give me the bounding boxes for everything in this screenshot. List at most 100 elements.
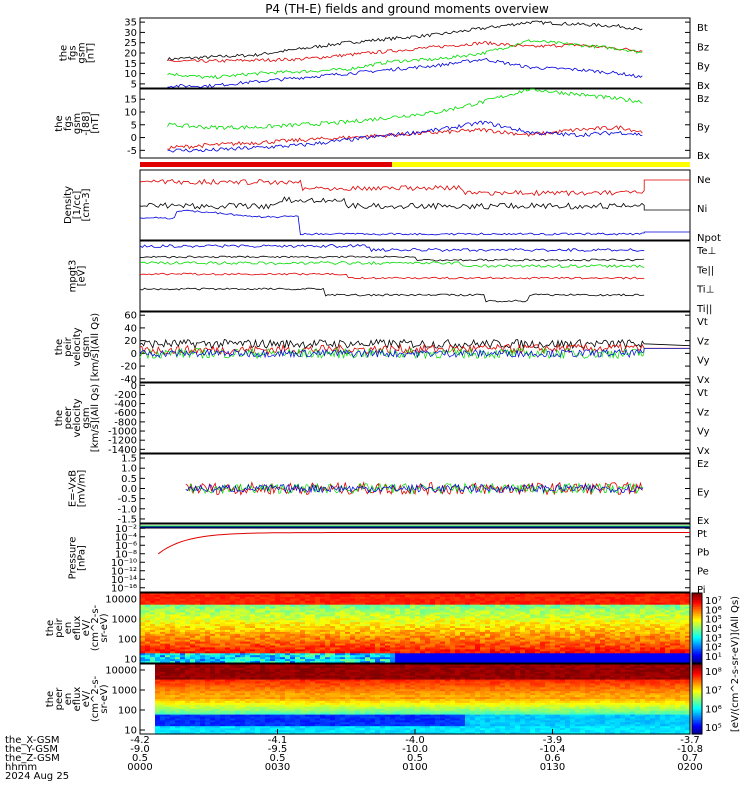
series-bz <box>167 40 643 64</box>
y-label: gsm <box>77 42 88 63</box>
colorbar-tick-label: 10¹ <box>705 652 722 663</box>
series-by <box>167 88 643 131</box>
y-tick-label: 100 <box>118 635 137 646</box>
y-tick-label: 10 <box>124 69 137 80</box>
y-label: [nPa] <box>77 545 88 571</box>
panels: thefgsgsm[nT]3530252015105BtBzByBxthefgs… <box>45 17 721 737</box>
legend-label: Ey <box>697 488 709 499</box>
y-label: gsm <box>81 336 92 357</box>
y-tick-label: 1000 <box>112 686 137 697</box>
y-tick-label: 10⁻¹⁴ <box>111 575 137 586</box>
y-tick-label: -1.5 <box>117 514 137 525</box>
legend-label: Bz <box>697 42 709 53</box>
y-tick-label: 35 <box>124 18 137 29</box>
y-label: the <box>59 45 70 61</box>
colorbar-tick-label: 10⁶ <box>705 605 722 616</box>
x-tick-label: -10.0 <box>402 744 428 755</box>
spectrogram-8 <box>139 592 691 664</box>
y-label: sr-eV) <box>99 613 110 642</box>
status-bar-yellow <box>392 162 690 167</box>
y-label: the <box>54 115 65 131</box>
legend-label: Bt <box>697 23 708 34</box>
x-tick-label: -3.7 <box>680 735 700 746</box>
y-label: [km/s](All Qs) <box>90 384 101 452</box>
legend-label: Vt <box>697 317 708 328</box>
x-row-label: the_Y-GSM <box>5 744 58 755</box>
y-tick-label: 10 <box>124 108 137 119</box>
series-bz <box>167 125 643 151</box>
panel-frame <box>139 240 691 312</box>
y-label: fgs <box>68 45 79 60</box>
temp-black <box>139 287 645 303</box>
y-label: fgs <box>63 116 74 131</box>
y-tick-label: 10⁻¹² <box>111 566 137 577</box>
plot-title: P4 (TH-E) fields and ground moments over… <box>265 2 549 16</box>
y-tick-label: 15 <box>124 95 137 106</box>
trace-blue <box>185 483 644 494</box>
legend-label: Pe <box>697 566 709 577</box>
series-vz <box>139 342 690 356</box>
legend-label: Vz <box>697 336 709 347</box>
y-label: peir <box>54 617 65 637</box>
y-tick-label: 25 <box>124 38 137 49</box>
legend-label: Vy <box>697 427 710 438</box>
panel-2: Density[1/cc][cm-3] Ne Ni Npot <box>63 169 721 244</box>
series-bt <box>167 20 643 62</box>
y-label: [mV/m] <box>77 470 88 508</box>
density-blue <box>139 209 690 236</box>
legend-label: Ez <box>697 459 709 470</box>
series-line <box>167 39 643 79</box>
y-label: sr-eV) <box>99 684 110 713</box>
legend-label: Bx <box>697 81 710 92</box>
y-tick-label: 1.5 <box>121 454 137 465</box>
x-row-label: 2024 Aug 25 <box>5 771 69 782</box>
colorbar-tick-label: 10⁶ <box>705 704 722 715</box>
x-tick-label: 0.5 <box>132 753 148 764</box>
legend-label: By <box>697 123 710 134</box>
panel-frame <box>139 382 691 454</box>
x-tick-label: -10.8 <box>677 744 703 755</box>
temp-black <box>139 255 645 262</box>
colorbar-frame <box>691 663 703 735</box>
temp-green <box>139 260 645 268</box>
trace-blue <box>139 347 690 359</box>
x-tick-label: -4.0 <box>405 735 425 746</box>
y-tick-label: 60 <box>124 311 137 322</box>
y-tick-label: -400 <box>114 399 137 410</box>
y-label: the <box>54 339 65 355</box>
y-tick-label: -1200 <box>108 436 137 447</box>
density-black <box>140 196 690 211</box>
series-by <box>167 39 643 79</box>
y-label: eflux <box>72 616 83 641</box>
colorbar-tick-label: 10² <box>705 643 722 654</box>
legend-label: Npot <box>697 233 721 244</box>
y-tick-label: 15 <box>124 59 137 70</box>
y-tick-label: -0.5 <box>117 494 137 505</box>
y-tick-label: -800 <box>114 417 137 428</box>
spectrogram-9 <box>139 663 691 735</box>
panel-3: mpgt3[eV] Te⊥ Te|| Ti⊥ Ti|| <box>68 240 716 315</box>
y-label: peir <box>63 336 74 356</box>
series-line <box>167 120 643 153</box>
y-tick-label: 10⁻⁶ <box>115 541 137 552</box>
y-label: Density <box>63 186 74 224</box>
legend-label: Te⊥ <box>696 246 716 257</box>
series-line <box>167 125 643 151</box>
y-tick-label: 0.5 <box>121 474 137 485</box>
legend-label: Pt <box>697 529 707 540</box>
y-tick-label: 30 <box>124 28 137 39</box>
series-vt <box>139 338 691 350</box>
y-tick-label: 10⁻² <box>115 524 137 535</box>
colorbar-tick-label: 10⁵ <box>705 615 722 626</box>
x-tick-label: 0.5 <box>270 753 286 764</box>
y-tick-label: 100 <box>118 706 137 717</box>
colorbar-tick-label: 10⁵ <box>705 723 722 734</box>
legend-label: Te|| <box>696 265 714 276</box>
y-label: en <box>63 622 74 635</box>
x-tick-label: 0000 <box>127 762 152 773</box>
spectrogram-frame <box>139 592 691 664</box>
panel-frame <box>139 88 691 159</box>
y-tick-label: 10⁻¹⁰ <box>111 558 137 569</box>
y-label: the <box>54 410 65 426</box>
